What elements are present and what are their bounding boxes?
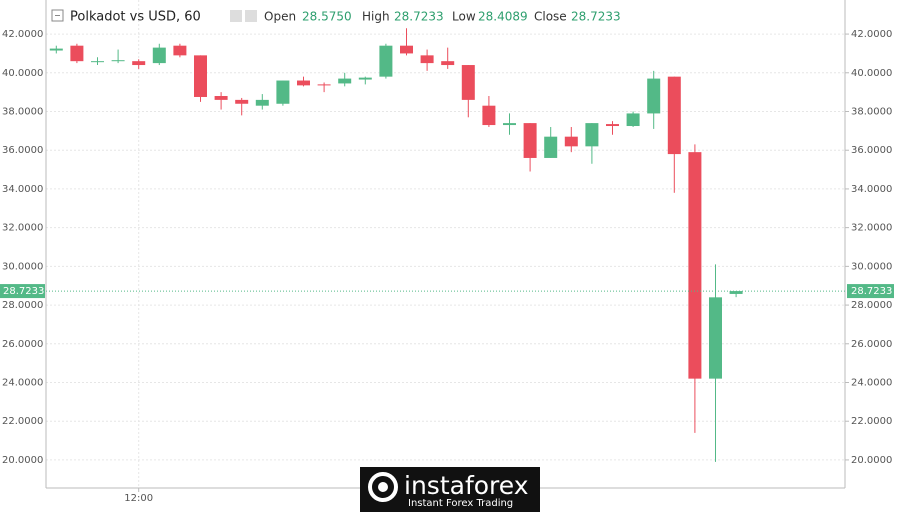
candle-body [255, 99, 269, 106]
candle-body [709, 297, 722, 379]
close-label: Close [534, 10, 567, 24]
candle-body [297, 80, 310, 86]
candle-body [729, 291, 743, 294]
last-price-tag [0, 284, 45, 299]
candle-body [91, 61, 104, 63]
y-tick-label: 28.0000 [2, 300, 43, 311]
candle-body [523, 123, 537, 158]
y-tick-label: 20.0000 [2, 455, 43, 466]
candle-body [173, 45, 187, 56]
y-tick-label: 32.0000 [2, 223, 43, 234]
y-tick-label: 34.0000 [851, 184, 892, 195]
settings-icon[interactable] [230, 10, 242, 22]
candle-body [317, 84, 331, 86]
candle-body [647, 78, 661, 114]
watermark-logo-core [378, 482, 388, 492]
y-tick-label: 30.0000 [2, 261, 43, 272]
y-tick-label: 32.0000 [851, 223, 892, 234]
candle-body [235, 99, 249, 104]
candle-body [544, 136, 558, 158]
y-tick-label: 22.0000 [2, 416, 43, 427]
candle-body [70, 45, 84, 62]
candle-body [461, 65, 475, 100]
close-value: 28.7233 [571, 10, 621, 24]
candle-body [49, 48, 63, 51]
candle-body [338, 78, 352, 84]
last-price-label: 28.7233 [851, 286, 892, 297]
watermark-logo [368, 472, 398, 502]
candle-body [626, 113, 640, 127]
candle-body [276, 80, 290, 104]
candle-body [358, 77, 372, 80]
y-tick-label: 28.0000 [851, 300, 892, 311]
y-tick-label: 20.0000 [851, 455, 892, 466]
y-tick-label: 42.0000 [2, 29, 43, 40]
low-value: 28.4089 [478, 10, 528, 24]
candle-body [482, 105, 496, 126]
y-tick-label: 22.0000 [851, 416, 892, 427]
y-tick-label: 34.0000 [2, 184, 43, 195]
y-tick-label: 24.0000 [2, 378, 43, 389]
last-price-label: 28.7233 [3, 286, 44, 297]
candle-body [152, 47, 166, 64]
y-tick-label: 42.0000 [851, 29, 892, 40]
collapse-icon[interactable] [51, 9, 64, 22]
candle-body [194, 55, 207, 97]
watermark-tagline: Instant Forex Trading [408, 498, 513, 509]
candle-body [400, 45, 413, 54]
candle-body [585, 123, 599, 147]
y-tick-label: 40.0000 [2, 68, 43, 79]
y-tick-label: 24.0000 [851, 378, 892, 389]
y-tick-label: 38.0000 [2, 106, 43, 117]
low-label: Low [452, 10, 476, 24]
candle-body [379, 45, 393, 77]
header: Polkadot vs USD, 60 Open 28.5750 High 28… [51, 9, 621, 25]
y-tick-label: 38.0000 [851, 106, 892, 117]
settings-icon[interactable] [245, 10, 257, 22]
candle-body [606, 124, 619, 127]
y-tick-label: 36.0000 [851, 145, 892, 156]
x-tick-label: 12:00 [124, 493, 153, 504]
candle-body [503, 123, 516, 126]
chart-title: Polkadot vs USD, 60 [70, 10, 201, 25]
open-label: Open [264, 10, 296, 24]
candle-body [564, 136, 578, 147]
candles [46, 28, 845, 462]
candle-body [688, 152, 702, 379]
high-value: 28.7233 [394, 10, 444, 24]
candle-body [667, 76, 681, 155]
last-price-tag [847, 284, 894, 299]
y-tick-label: 36.0000 [2, 145, 43, 156]
candle-body [420, 55, 434, 64]
watermark-brand: instaforex [404, 471, 529, 500]
y-tick-label: 26.0000 [2, 339, 43, 350]
labels: 20.0000 20.0000 22.0000 22.0000 24.0000 24.00… [0, 29, 894, 504]
y-tick-label: 40.0000 [851, 68, 892, 79]
open-value: 28.5750 [302, 10, 352, 24]
high-label: High [362, 10, 390, 24]
y-tick-label: 30.0000 [851, 261, 892, 272]
candle-body [132, 61, 146, 66]
y-tick-label: 26.0000 [851, 339, 892, 350]
candle-body [441, 61, 455, 66]
candle-body [111, 60, 125, 62]
watermark: instaforex Instant Forex Trading [360, 467, 540, 512]
candle-body [214, 96, 228, 100]
